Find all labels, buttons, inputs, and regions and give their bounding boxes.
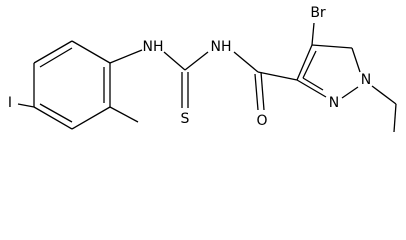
atom-label: NH — [211, 39, 232, 55]
atom-label: N — [329, 95, 339, 111]
atom-label: Br — [310, 5, 326, 21]
atom-label: I — [8, 95, 12, 111]
atom-label: N — [361, 72, 371, 88]
bonds — [17, 22, 397, 133]
atom-label: NH — [143, 39, 164, 55]
molecule-diagram: Br N N O NH NH S I — [8, 5, 397, 133]
atom-label: O — [256, 113, 267, 129]
atom-label: S — [181, 111, 190, 127]
